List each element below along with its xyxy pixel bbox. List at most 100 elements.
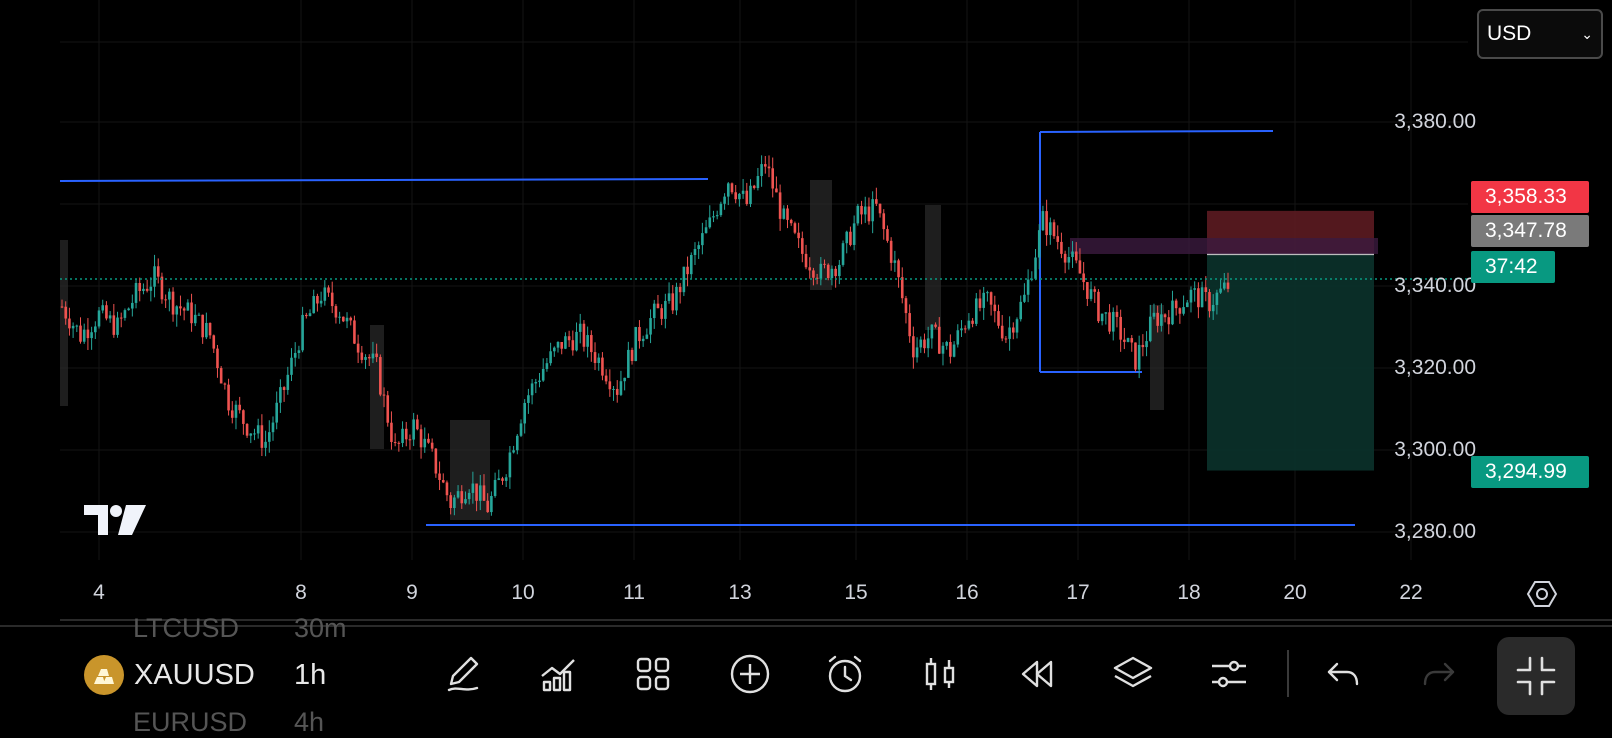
candle-body — [1193, 288, 1196, 290]
candle-body — [490, 495, 493, 513]
candle-body — [1000, 325, 1004, 339]
candle-body — [393, 441, 397, 443]
candle-body — [371, 353, 375, 359]
candle-body — [812, 270, 815, 278]
candle-body — [1111, 311, 1115, 332]
symbol-selector[interactable]: XAUUSD — [84, 647, 255, 703]
price-scale-label: 3,380.00 — [1394, 110, 1476, 133]
candle-body — [305, 314, 308, 317]
take-profit-price-tag[interactable]: 3,294.99 — [1471, 456, 1589, 488]
candle-body — [1089, 289, 1093, 299]
candle-body — [764, 164, 767, 167]
collapse-icon[interactable] — [1497, 637, 1575, 715]
candle-body — [1160, 314, 1163, 326]
pen-icon[interactable] — [440, 651, 486, 697]
candle-body — [719, 203, 723, 216]
candle-body — [142, 288, 145, 292]
settings-sliders-icon[interactable] — [1206, 651, 1252, 697]
date-axis-label: 22 — [1399, 581, 1423, 604]
currency-select[interactable]: USD ⌄ — [1477, 9, 1603, 59]
stop-loss-price-tag[interactable]: 3,358.33 — [1471, 181, 1589, 213]
alarm-icon[interactable] — [822, 651, 868, 697]
candle-body — [238, 404, 241, 411]
candles-icon[interactable] — [918, 651, 964, 697]
date-axis-label: 18 — [1177, 581, 1201, 604]
candle-body — [1219, 288, 1222, 293]
candle-body — [1171, 300, 1174, 325]
entry-price-tag[interactable]: 3,347.78 — [1471, 215, 1589, 247]
candle-body — [712, 216, 715, 218]
candle-body — [160, 276, 164, 300]
date-axis-label: 9 — [406, 581, 418, 604]
candle-body — [1052, 222, 1056, 237]
candle-body — [75, 325, 79, 327]
toolbar-divider — [1287, 650, 1289, 697]
replay-icon[interactable] — [1014, 651, 1060, 697]
plus-circle-icon[interactable] — [727, 651, 773, 697]
candle-body — [342, 316, 345, 322]
candle-body — [789, 219, 793, 224]
candle-body — [471, 483, 475, 493]
candle-body — [601, 357, 604, 376]
candle-body — [897, 260, 900, 278]
price-chart[interactable] — [0, 0, 1612, 625]
undo-icon[interactable] — [1320, 651, 1366, 697]
candle-body — [849, 231, 852, 245]
indicators-icon[interactable] — [535, 651, 581, 697]
candle-body — [94, 326, 97, 333]
redo-icon[interactable] — [1416, 651, 1462, 697]
candle-body — [638, 327, 641, 342]
candle-body — [934, 324, 937, 327]
candle-body — [193, 314, 197, 324]
candle-body — [882, 213, 886, 230]
candle-body — [216, 348, 219, 369]
candle-body — [219, 368, 223, 384]
candle-body — [1123, 339, 1126, 342]
candle-body — [1178, 308, 1182, 314]
price-scale-label: 3,280.00 — [1394, 520, 1476, 543]
layers-icon[interactable] — [1110, 651, 1156, 697]
timeframe-selector[interactable]: 1h — [294, 659, 327, 691]
chart-settings-icon[interactable] — [1526, 578, 1558, 610]
candle-body — [612, 388, 615, 390]
take-profit-zone — [1207, 254, 1374, 471]
candle-body — [978, 298, 982, 308]
candle-body — [308, 313, 312, 317]
candle-body — [527, 395, 530, 403]
candle-body — [279, 387, 282, 403]
candle-body — [1222, 282, 1226, 289]
candle-body — [60, 306, 64, 308]
candle-body — [1100, 313, 1104, 322]
date-axis-label: 8 — [295, 581, 307, 604]
candle-body — [560, 341, 564, 349]
candle-body — [116, 317, 119, 335]
candle-body — [523, 402, 526, 424]
candle-body — [208, 322, 212, 336]
candle-body — [412, 419, 415, 440]
candle-body — [1037, 230, 1041, 258]
candle-body — [993, 304, 997, 312]
candle-body — [386, 395, 390, 423]
tradingview-logo-icon — [84, 505, 146, 535]
candle-body — [575, 331, 578, 351]
date-axis-label: 11 — [623, 581, 645, 604]
candle-body — [253, 433, 256, 435]
candle-body — [1060, 241, 1063, 254]
candle-body — [138, 283, 142, 292]
candle-body — [223, 383, 227, 385]
candle-body — [267, 432, 271, 442]
candle-body — [726, 183, 730, 197]
candle-body — [1093, 289, 1097, 292]
date-axis-label: 10 — [511, 581, 535, 604]
candle-body — [1185, 302, 1189, 308]
grid-icon[interactable] — [630, 651, 676, 697]
candle-body — [982, 292, 985, 308]
candle-body — [382, 394, 386, 396]
candle-body — [249, 433, 253, 436]
candle-body — [227, 384, 230, 411]
candle-body — [397, 442, 401, 444]
candle-body — [1211, 304, 1215, 312]
candle-body — [1049, 222, 1052, 236]
candle-body — [312, 296, 316, 314]
session-box — [1150, 305, 1164, 410]
